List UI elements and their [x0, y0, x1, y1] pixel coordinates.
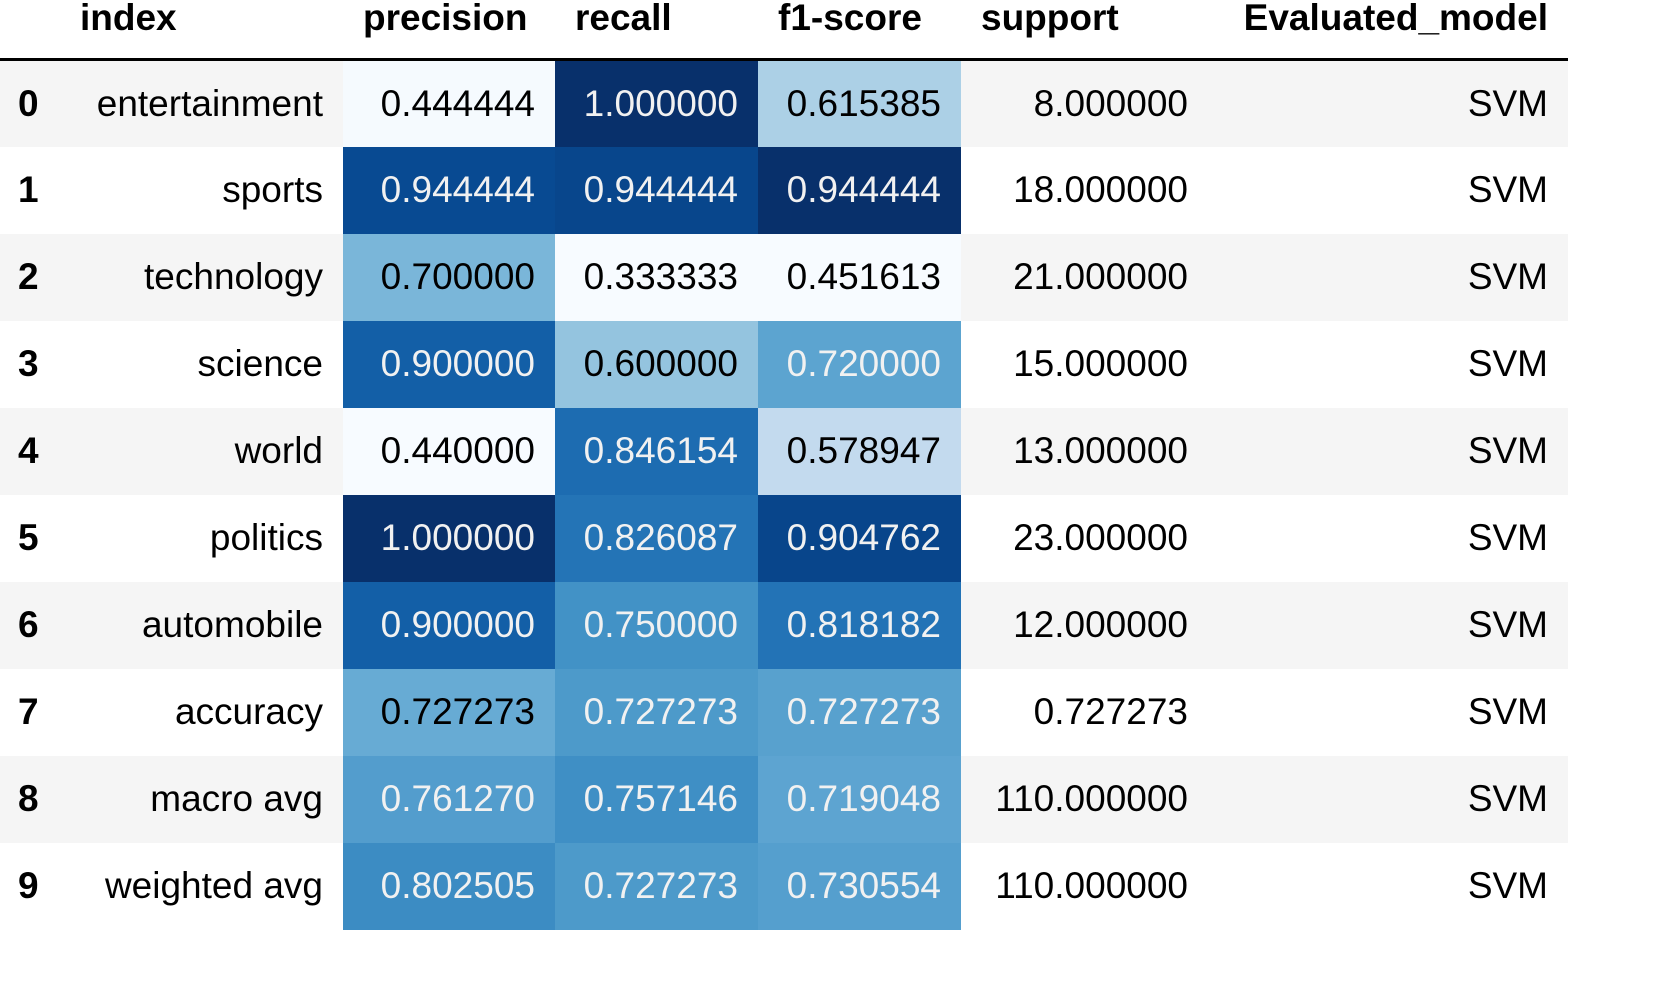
model-cell: SVM [1208, 755, 1568, 843]
class-label: world [80, 407, 343, 495]
recall-cell: 0.333333 [555, 233, 758, 321]
header-f1-score: f1-score [758, 0, 961, 61]
model-cell: SVM [1208, 320, 1568, 408]
table-row: 8 macro avg 0.761270 0.757146 0.719048 1… [0, 755, 1568, 843]
precision-cell: 0.900000 [343, 320, 555, 408]
class-label: accuracy [80, 668, 343, 756]
header-support: support [961, 0, 1208, 61]
recall-cell: 1.000000 [555, 59, 758, 147]
support-cell: 13.000000 [961, 407, 1208, 495]
table-row: 9 weighted avg 0.802505 0.727273 0.73055… [0, 842, 1568, 930]
recall-cell: 0.727273 [555, 842, 758, 930]
row-index: 9 [0, 842, 80, 930]
table-row: 5 politics 1.000000 0.826087 0.904762 23… [0, 494, 1568, 582]
header-row: index precision recall f1-score support … [0, 0, 1568, 61]
precision-cell: 1.000000 [343, 494, 555, 582]
row-index: 6 [0, 581, 80, 669]
support-cell: 8.000000 [961, 59, 1208, 147]
recall-cell: 0.600000 [555, 320, 758, 408]
support-cell: 110.000000 [961, 755, 1208, 843]
precision-cell: 0.900000 [343, 581, 555, 669]
table-row: 2 technology 0.700000 0.333333 0.451613 … [0, 233, 1568, 321]
class-label: entertainment [80, 59, 343, 147]
model-cell: SVM [1208, 494, 1568, 582]
model-cell: SVM [1208, 146, 1568, 234]
f1-score-cell: 0.904762 [758, 494, 961, 582]
table-row: 3 science 0.900000 0.600000 0.720000 15.… [0, 320, 1568, 408]
class-label: science [80, 320, 343, 408]
support-cell: 23.000000 [961, 494, 1208, 582]
table-row: 1 sports 0.944444 0.944444 0.944444 18.0… [0, 146, 1568, 234]
class-label: sports [80, 146, 343, 234]
recall-cell: 0.846154 [555, 407, 758, 495]
f1-score-cell: 0.944444 [758, 146, 961, 234]
recall-cell: 0.727273 [555, 668, 758, 756]
f1-score-cell: 0.578947 [758, 407, 961, 495]
precision-cell: 0.761270 [343, 755, 555, 843]
header-evaluated-model: Evaluated_model [1208, 0, 1568, 61]
model-cell: SVM [1208, 233, 1568, 321]
precision-cell: 0.944444 [343, 146, 555, 234]
model-cell: SVM [1208, 668, 1568, 756]
precision-cell: 0.727273 [343, 668, 555, 756]
support-cell: 110.000000 [961, 842, 1208, 930]
row-index: 8 [0, 755, 80, 843]
row-index: 5 [0, 494, 80, 582]
class-label: macro avg [80, 755, 343, 843]
model-cell: SVM [1208, 842, 1568, 930]
precision-cell: 0.444444 [343, 59, 555, 147]
header-index: index [80, 0, 343, 61]
f1-score-cell: 0.615385 [758, 59, 961, 147]
recall-cell: 0.750000 [555, 581, 758, 669]
header-precision: precision [343, 0, 555, 61]
model-cell: SVM [1208, 59, 1568, 147]
model-cell: SVM [1208, 407, 1568, 495]
table-row: 4 world 0.440000 0.846154 0.578947 13.00… [0, 407, 1568, 495]
row-index: 3 [0, 320, 80, 408]
table-row: 0 entertainment 0.444444 1.000000 0.6153… [0, 59, 1568, 147]
table-row: 6 automobile 0.900000 0.750000 0.818182 … [0, 581, 1568, 669]
recall-cell: 0.757146 [555, 755, 758, 843]
row-index: 2 [0, 233, 80, 321]
class-label: politics [80, 494, 343, 582]
table-body: 0 entertainment 0.444444 1.000000 0.6153… [0, 59, 1568, 930]
f1-score-cell: 0.727273 [758, 668, 961, 756]
row-index: 7 [0, 668, 80, 756]
support-cell: 18.000000 [961, 146, 1208, 234]
class-label: automobile [80, 581, 343, 669]
recall-cell: 0.944444 [555, 146, 758, 234]
support-cell: 15.000000 [961, 320, 1208, 408]
precision-cell: 0.802505 [343, 842, 555, 930]
f1-score-cell: 0.451613 [758, 233, 961, 321]
row-index: 0 [0, 59, 80, 147]
row-index: 4 [0, 407, 80, 495]
f1-score-cell: 0.719048 [758, 755, 961, 843]
header-recall: recall [555, 0, 758, 61]
precision-cell: 0.440000 [343, 407, 555, 495]
recall-cell: 0.826087 [555, 494, 758, 582]
model-cell: SVM [1208, 581, 1568, 669]
table-header: index precision recall f1-score support … [0, 0, 1568, 61]
support-cell: 0.727273 [961, 668, 1208, 756]
class-label: technology [80, 233, 343, 321]
support-cell: 21.000000 [961, 233, 1208, 321]
row-index: 1 [0, 146, 80, 234]
table-row: 7 accuracy 0.727273 0.727273 0.727273 0.… [0, 668, 1568, 756]
f1-score-cell: 0.818182 [758, 581, 961, 669]
header-blank [0, 0, 80, 61]
support-cell: 12.000000 [961, 581, 1208, 669]
classification-report-table: index precision recall f1-score support … [0, 0, 1568, 930]
class-label: weighted avg [80, 842, 343, 930]
f1-score-cell: 0.720000 [758, 320, 961, 408]
precision-cell: 0.700000 [343, 233, 555, 321]
f1-score-cell: 0.730554 [758, 842, 961, 930]
